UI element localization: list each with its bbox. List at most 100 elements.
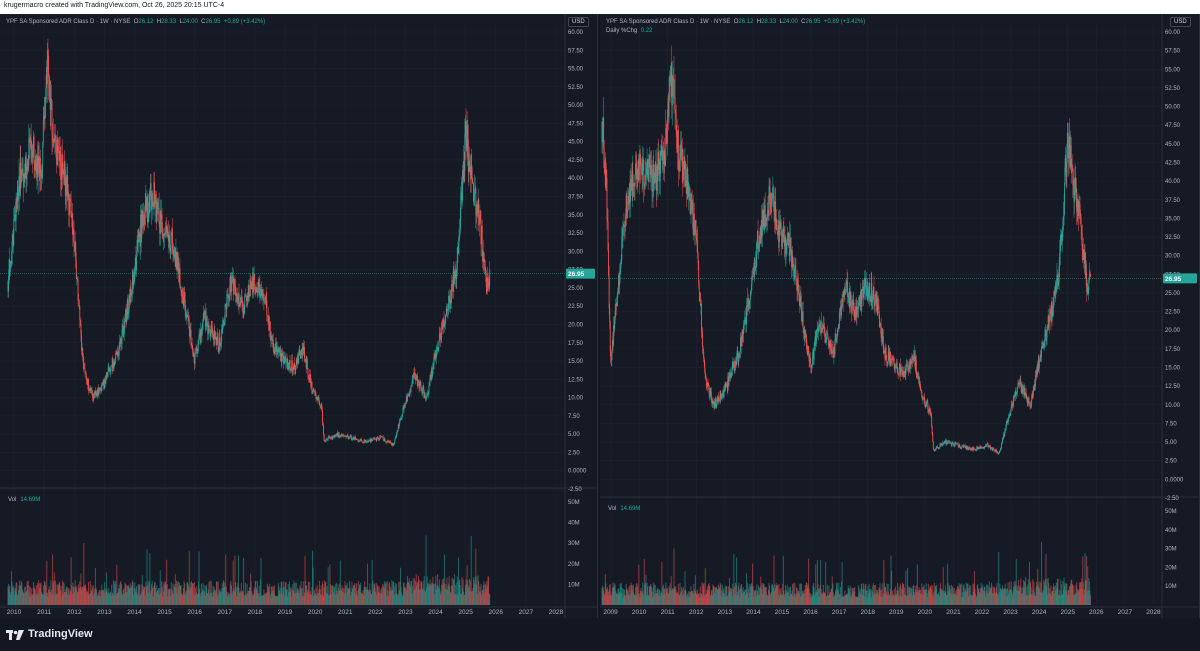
candle-body: [408, 394, 410, 396]
candle-body: [95, 390, 97, 396]
candle-body: [12, 235, 14, 245]
candle-body: [480, 210, 481, 221]
candle-body: [378, 439, 380, 440]
candle-body: [166, 225, 168, 234]
volume-bar: [360, 582, 362, 605]
candle-body: [375, 439, 377, 441]
candle-body: [1080, 213, 1082, 218]
volume-bar: [140, 584, 142, 605]
candle-body: [298, 351, 300, 354]
volume-bar: [398, 581, 400, 605]
volume-bar: [867, 593, 869, 605]
volume-bar: [847, 585, 849, 605]
candle-body: [668, 99, 669, 117]
candle-body: [256, 287, 258, 293]
candle-body: [111, 365, 113, 366]
candle-body: [954, 442, 956, 444]
candle-body: [748, 304, 750, 306]
volume-bar: [269, 583, 271, 605]
candle-body: [429, 374, 431, 383]
volume-bar: [755, 589, 757, 605]
candle-body: [619, 272, 621, 286]
candle-body: [683, 156, 685, 170]
volume-bar: [842, 596, 844, 605]
volume-bar: [265, 593, 267, 605]
candle-body: [679, 158, 681, 160]
candle-body: [632, 170, 634, 186]
candle-body: [356, 439, 358, 441]
volume-bar: [472, 588, 474, 605]
candle-body: [153, 182, 155, 204]
candle-body: [677, 129, 679, 153]
candle-body: [330, 438, 332, 440]
candle-body: [766, 217, 768, 221]
volume-bar: [211, 596, 213, 605]
candle-body: [704, 362, 706, 373]
volume-bar: [133, 594, 135, 605]
candle-body: [303, 347, 305, 351]
volume-bar: [721, 589, 723, 605]
candle-body: [645, 174, 647, 176]
volume-bar: [770, 592, 772, 605]
candle-body: [1016, 392, 1018, 394]
candle-body: [811, 357, 813, 365]
volume-bar: [357, 595, 359, 605]
volume-bar: [897, 590, 899, 605]
volume-bar: [132, 582, 134, 605]
volume-bar: [298, 593, 300, 605]
volume-bar: [736, 557, 738, 605]
volume-bar: [619, 592, 621, 605]
candle-body: [447, 309, 449, 311]
candle-body: [1019, 383, 1021, 385]
volume-bar: [277, 583, 279, 605]
candle-body: [1079, 201, 1080, 204]
candle-body: [1053, 297, 1055, 308]
candle-body: [315, 391, 316, 396]
candle-body: [433, 354, 435, 363]
volume-bar: [655, 593, 657, 605]
candle-body: [990, 447, 992, 450]
candle-body: [425, 396, 427, 400]
volume-bar: [682, 587, 684, 605]
candle-body: [619, 271, 621, 273]
candle-body: [137, 230, 139, 243]
candle-body: [207, 325, 209, 334]
candle-body: [696, 239, 698, 241]
candle-body: [920, 390, 922, 392]
volume-bar: [837, 589, 839, 605]
candle-body: [374, 437, 375, 440]
candle-body: [352, 439, 353, 440]
candle-body: [902, 370, 903, 375]
volume-bar: [605, 583, 607, 605]
volume-bar: [104, 588, 106, 605]
volume-bar: [702, 596, 704, 605]
volume-bar: [709, 586, 711, 605]
candle-body: [52, 135, 54, 141]
chart-panel-right[interactable]: 60.00 57.50 55.00 52.50 50.00 47.50 45.00 42.50…: [600, 14, 1200, 618]
candle-body: [39, 158, 41, 176]
volume-bar: [340, 588, 342, 605]
volume-bar: [669, 583, 671, 605]
candle-body: [103, 379, 105, 389]
currency-button-left[interactable]: USD: [568, 17, 589, 27]
candle-body: [389, 441, 391, 443]
candle-body: [344, 435, 346, 437]
volume-bar: [440, 594, 442, 605]
candle-body: [919, 386, 921, 387]
candle-body: [162, 233, 164, 238]
candle-body: [1033, 383, 1035, 391]
candle-body: [802, 311, 804, 329]
candle-body: [388, 441, 390, 443]
candle-body: [69, 198, 71, 200]
candle-body: [390, 443, 392, 445]
candle-body: [618, 274, 620, 286]
volume-bar: [34, 588, 36, 605]
candle-body: [376, 438, 378, 441]
price-chart-left[interactable]: 60.0057.5055.0052.5050.0047.5045.0042.50…: [0, 14, 598, 618]
candle-body: [945, 440, 947, 444]
candle-body: [636, 168, 638, 180]
candle-body: [16, 198, 18, 204]
chart-panel-left[interactable]: 60.00 57.50 55.00 52.50 50.00 47.50 45.00 42.50…: [0, 14, 598, 618]
candle-body: [1066, 148, 1068, 177]
price-chart-right[interactable]: 60.0057.5055.0052.5050.0047.5045.0042.50…: [600, 14, 1200, 618]
